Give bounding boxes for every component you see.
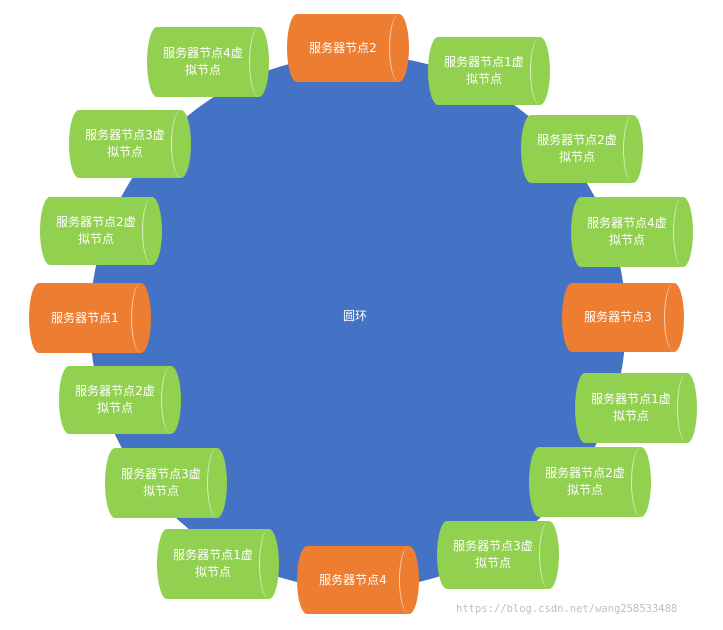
node-label: 服务器节点1虚 拟节点	[173, 548, 253, 579]
server-2-virtual-node: 服务器节点2虚 拟节点	[521, 115, 643, 183]
server-node-2: 服务器节点2	[287, 14, 409, 82]
ring-label: 圆环	[342, 309, 367, 323]
node-label: 服务器节点3虚 拟节点	[121, 467, 201, 498]
node-label: 服务器节点3虚 拟节点	[85, 128, 165, 159]
server-4-virtual-node: 服务器节点4虚 拟节点	[571, 197, 693, 267]
server-3-virtual-node: 服务器节点3虚 拟节点	[437, 521, 559, 589]
node-label: 服务器节点1虚 拟节点	[591, 392, 671, 423]
server-1-virtual-node: 服务器节点1虚 拟节点	[157, 529, 279, 599]
server-node-4: 服务器节点4	[297, 546, 419, 614]
server-3-virtual-node: 服务器节点3虚 拟节点	[69, 110, 191, 178]
server-2-virtual-node: 服务器节点2虚 拟节点	[59, 366, 181, 434]
node-label: 服务器节点2虚 拟节点	[545, 466, 625, 497]
node-label: 服务器节点2虚 拟节点	[56, 215, 136, 246]
node-label: 服务器节点2虚 拟节点	[537, 133, 617, 164]
node-label: 服务器节点3虚 拟节点	[453, 539, 533, 570]
server-2-virtual-node: 服务器节点2虚 拟节点	[529, 447, 651, 517]
server-1-virtual-node: 服务器节点1虚 拟节点	[428, 37, 550, 105]
node-label: 服务器节点2虚 拟节点	[75, 384, 155, 415]
node-label: 服务器节点1	[51, 310, 119, 325]
node-label: 服务器节点4	[319, 572, 387, 587]
server-node-1: 服务器节点1	[29, 283, 151, 353]
server-3-virtual-node: 服务器节点3虚 拟节点	[105, 448, 227, 518]
server-4-virtual-node: 服务器节点4虚 拟节点	[147, 27, 269, 97]
node-label: 服务器节点3	[584, 310, 652, 324]
node-label: 服务器节点4虚 拟节点	[163, 46, 243, 77]
server-1-virtual-node: 服务器节点1虚 拟节点	[575, 373, 697, 443]
server-2-virtual-node: 服务器节点2虚 拟节点	[40, 197, 162, 265]
node-label: 服务器节点1虚 拟节点	[444, 55, 524, 86]
server-node-3: 服务器节点3	[562, 283, 684, 352]
node-label: 服务器节点2	[309, 40, 377, 55]
watermark: https://blog.csdn.net/wang258533488	[456, 603, 678, 615]
node-label: 服务器节点4虚 拟节点	[587, 216, 667, 247]
